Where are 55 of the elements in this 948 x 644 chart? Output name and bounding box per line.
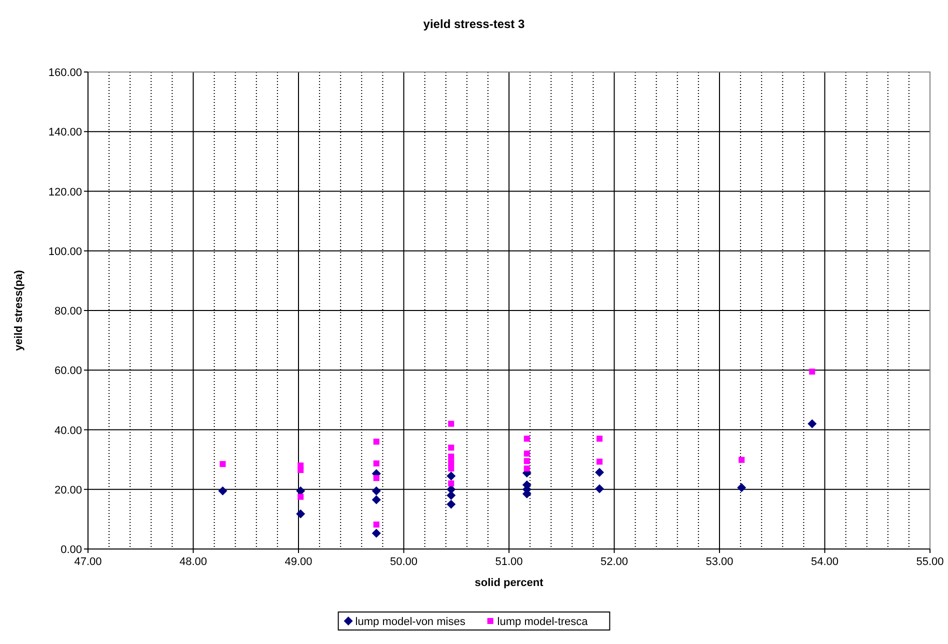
y-tick-label: 80.00 [54, 306, 82, 318]
point [448, 444, 454, 451]
point [218, 486, 228, 496]
point [448, 480, 454, 486]
point [373, 522, 380, 528]
x-tick-label: 49.00 [284, 556, 312, 568]
point [448, 454, 454, 460]
y-tick-label: 100.00 [48, 246, 82, 258]
point [596, 436, 603, 442]
point [372, 495, 381, 504]
y-tick-label: 160.00 [48, 67, 82, 79]
point [298, 466, 304, 473]
chart-title: yield stress-test 3 [423, 17, 526, 31]
point [809, 368, 816, 375]
point [298, 494, 304, 500]
y-tick-label: 120.00 [48, 186, 82, 198]
x-tick-label: 51.00 [495, 556, 523, 568]
y-tick-label: 40.00 [54, 424, 82, 437]
legend-label: lump model-tresca [497, 616, 589, 628]
point [737, 483, 746, 492]
x-tick-label: 52.00 [600, 556, 628, 568]
y-tick-label: 140.00 [48, 126, 82, 139]
point [446, 500, 456, 509]
y-tick-label: 20.00 [54, 484, 82, 496]
point [596, 458, 603, 465]
y-axis-title: yeild stress(pa) [13, 270, 25, 351]
point [524, 436, 530, 442]
y-tick-label: 60.00 [54, 365, 82, 378]
x-axis-title: solid percent [474, 577, 544, 589]
x-tick-label: 53.00 [706, 556, 734, 568]
point [595, 468, 604, 477]
point [738, 456, 745, 463]
x-tick-label: 50.00 [390, 556, 418, 568]
point [220, 461, 226, 468]
point [373, 475, 380, 482]
point [372, 486, 381, 496]
point [595, 484, 604, 494]
point [524, 450, 530, 457]
point [808, 419, 817, 428]
point [373, 460, 380, 466]
point [448, 460, 454, 466]
point [524, 466, 530, 472]
point [524, 458, 530, 464]
x-tick-label: 54.00 [810, 556, 839, 568]
x-tick-label: 47.00 [74, 556, 102, 568]
x-tick-label: 48.00 [179, 556, 208, 568]
point [296, 509, 306, 518]
point [448, 420, 454, 427]
x-tick-label: 55.00 [916, 556, 944, 568]
y-tick-label: 0.00 [60, 544, 82, 556]
point [373, 438, 380, 445]
point [372, 528, 381, 538]
point [446, 471, 456, 480]
legend-label: lump model-von mises [355, 616, 466, 628]
point [448, 466, 454, 472]
